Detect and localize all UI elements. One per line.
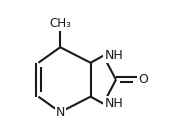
Text: O: O <box>138 73 148 86</box>
Text: N: N <box>56 106 65 119</box>
Text: NH: NH <box>104 49 123 62</box>
Text: NH: NH <box>104 97 123 110</box>
Text: CH₃: CH₃ <box>49 17 71 30</box>
